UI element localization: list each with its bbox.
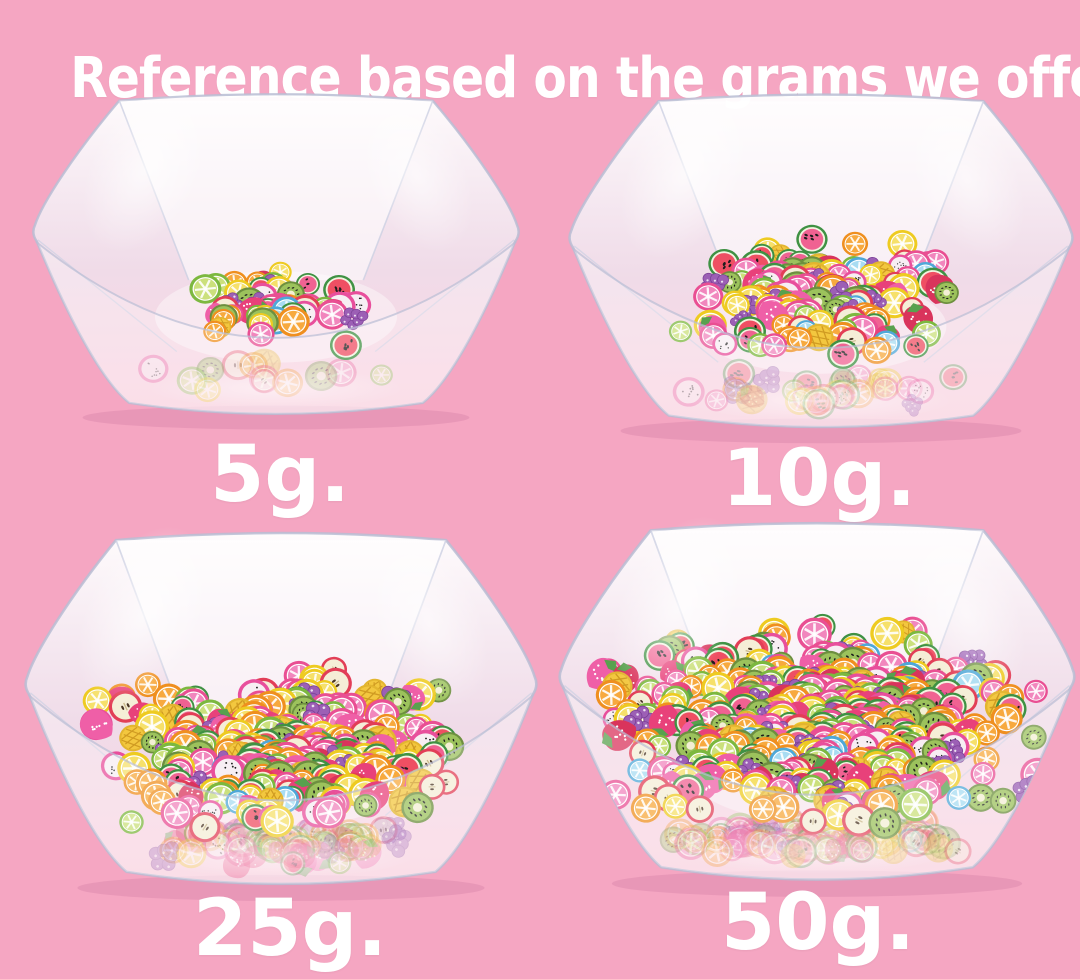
bowl-graphic-10g bbox=[568, 88, 1074, 444]
bowl-photo-50g bbox=[554, 514, 1080, 902]
bowl-photo-5g bbox=[28, 86, 524, 434]
gram-label-10g: 10g. bbox=[721, 434, 916, 524]
bowl-photo-25g bbox=[20, 524, 542, 906]
bowl-photo-10g bbox=[564, 86, 1078, 448]
gram-label-50g: 50g. bbox=[720, 878, 915, 968]
gram-label-25g: 25g. bbox=[192, 884, 387, 974]
bowl-graphic-5g bbox=[32, 88, 520, 430]
bowl-graphic-50g bbox=[558, 516, 1076, 897]
gram-label-5g: 5g. bbox=[210, 430, 350, 520]
bowl-graphic-25g bbox=[24, 526, 538, 901]
